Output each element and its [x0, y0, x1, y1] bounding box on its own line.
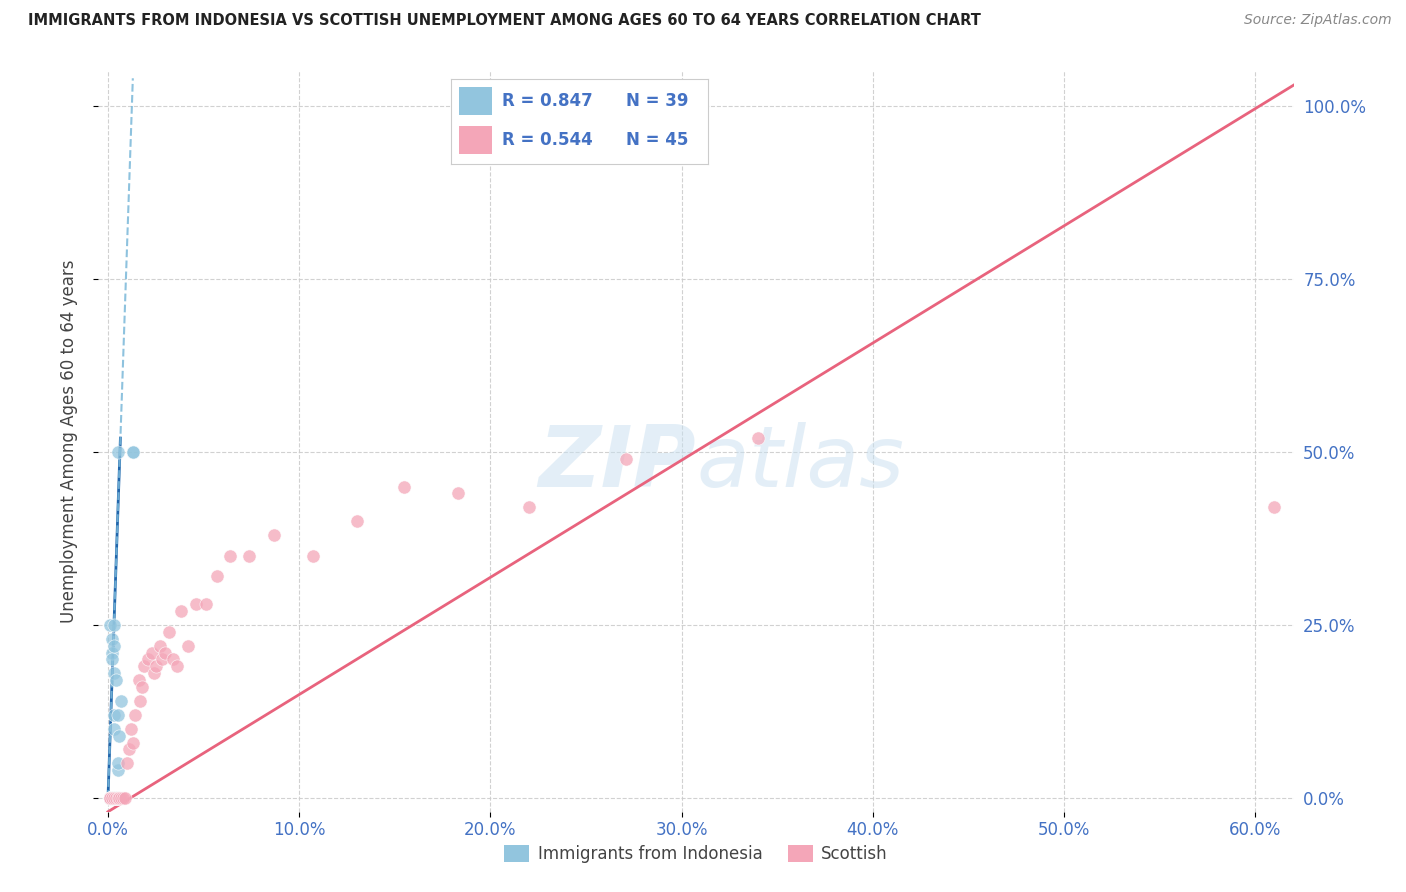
Point	[98, 790, 121, 805]
Point	[98, 618, 121, 632]
Point	[108, 729, 131, 743]
Point	[104, 790, 127, 805]
Point	[103, 639, 125, 653]
Point	[145, 659, 167, 673]
Point	[108, 790, 131, 805]
Point	[103, 790, 125, 805]
Y-axis label: Unemployment Among Ages 60 to 64 years: Unemployment Among Ages 60 to 64 years	[59, 260, 77, 624]
Point	[107, 763, 129, 777]
Point	[107, 756, 129, 771]
Legend: Immigrants from Indonesia, Scottish: Immigrants from Indonesia, Scottish	[498, 838, 894, 870]
Point	[114, 790, 136, 805]
Point	[104, 790, 127, 805]
Point	[118, 742, 141, 756]
Point	[115, 756, 138, 771]
Point	[101, 646, 124, 660]
Point	[128, 673, 150, 688]
Point	[150, 652, 173, 666]
Point	[238, 549, 260, 563]
Point	[134, 659, 156, 673]
Point	[101, 790, 124, 805]
Point	[107, 707, 129, 722]
Point	[103, 707, 125, 722]
Point	[98, 790, 121, 805]
Point	[104, 790, 127, 805]
Point	[98, 790, 121, 805]
Point	[747, 431, 769, 445]
Text: Source: ZipAtlas.com: Source: ZipAtlas.com	[1244, 13, 1392, 28]
Point	[103, 790, 125, 805]
Point	[614, 451, 637, 466]
Point	[184, 597, 207, 611]
Point	[98, 790, 121, 805]
Point	[120, 722, 142, 736]
Point	[101, 790, 124, 805]
Point	[124, 707, 146, 722]
Point	[301, 549, 323, 563]
Point	[104, 790, 127, 805]
Point	[98, 790, 121, 805]
Point	[136, 652, 159, 666]
Text: IMMIGRANTS FROM INDONESIA VS SCOTTISH UNEMPLOYMENT AMONG AGES 60 TO 64 YEARS COR: IMMIGRANTS FROM INDONESIA VS SCOTTISH UN…	[28, 13, 981, 29]
Point	[98, 790, 121, 805]
Point	[177, 639, 200, 653]
Point	[103, 618, 125, 632]
Point	[129, 694, 152, 708]
Point	[104, 673, 127, 688]
Point	[98, 790, 121, 805]
Point	[104, 790, 127, 805]
Point	[107, 790, 129, 805]
Point	[103, 666, 125, 681]
Point	[142, 666, 165, 681]
Point	[1263, 500, 1285, 515]
Point	[108, 790, 131, 805]
Point	[346, 514, 368, 528]
Point	[98, 790, 121, 805]
Point	[155, 646, 177, 660]
Point	[157, 624, 180, 639]
Point	[121, 445, 143, 459]
Point	[98, 790, 121, 805]
Point	[110, 694, 132, 708]
Point	[101, 652, 124, 666]
Text: atlas: atlas	[696, 422, 904, 505]
Point	[107, 790, 129, 805]
Point	[103, 790, 125, 805]
Point	[121, 445, 143, 459]
Point	[103, 790, 125, 805]
Text: ZIP: ZIP	[538, 422, 696, 505]
Point	[169, 604, 191, 618]
Point	[162, 652, 184, 666]
Point	[101, 790, 124, 805]
Point	[112, 790, 135, 805]
Point	[131, 680, 153, 694]
Point	[447, 486, 470, 500]
Point	[166, 659, 188, 673]
Point	[121, 735, 143, 749]
Point	[103, 722, 125, 736]
Point	[101, 790, 124, 805]
Point	[107, 445, 129, 459]
Point	[110, 790, 132, 805]
Point	[107, 790, 129, 805]
Point	[194, 597, 217, 611]
Point	[517, 500, 540, 515]
Point	[205, 569, 228, 583]
Point	[394, 479, 416, 493]
Point	[219, 549, 242, 563]
Point	[101, 632, 124, 646]
Point	[263, 528, 285, 542]
Point	[149, 639, 172, 653]
Point	[141, 646, 163, 660]
Point	[98, 790, 121, 805]
